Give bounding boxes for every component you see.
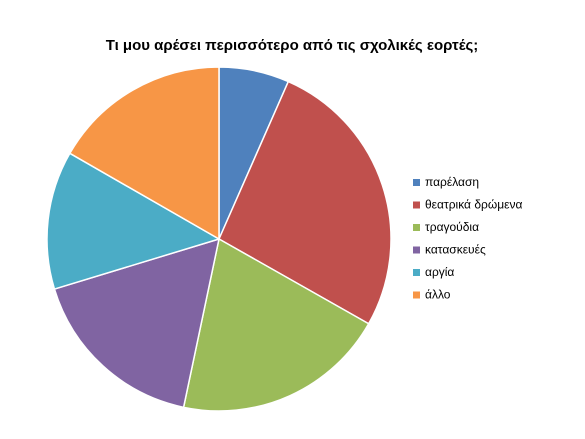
legend-label: κατασκευές: [425, 243, 486, 257]
pie-slice: [182, 237, 370, 412]
legend-swatch: [413, 201, 420, 209]
legend-swatch: [413, 179, 420, 186]
pie-slice: [46, 152, 221, 290]
legend-swatch: [413, 246, 420, 254]
legend-swatch: [413, 224, 420, 231]
legend-label: τραγούδια: [425, 220, 479, 234]
legend-label: άλλο: [425, 288, 451, 302]
legend-label: παρέλαση: [425, 175, 479, 189]
pie-slice: [68, 66, 220, 241]
legend-swatch: [413, 291, 420, 299]
legend-label: θεατρικά δρώμενα: [425, 198, 522, 212]
legend-label: αργία: [425, 265, 454, 279]
pie-slice: [53, 237, 220, 409]
legend-swatch: [413, 269, 420, 276]
chart-title: Τι μου αρέσει περισσότερο από τις σχολικ…: [106, 37, 479, 54]
